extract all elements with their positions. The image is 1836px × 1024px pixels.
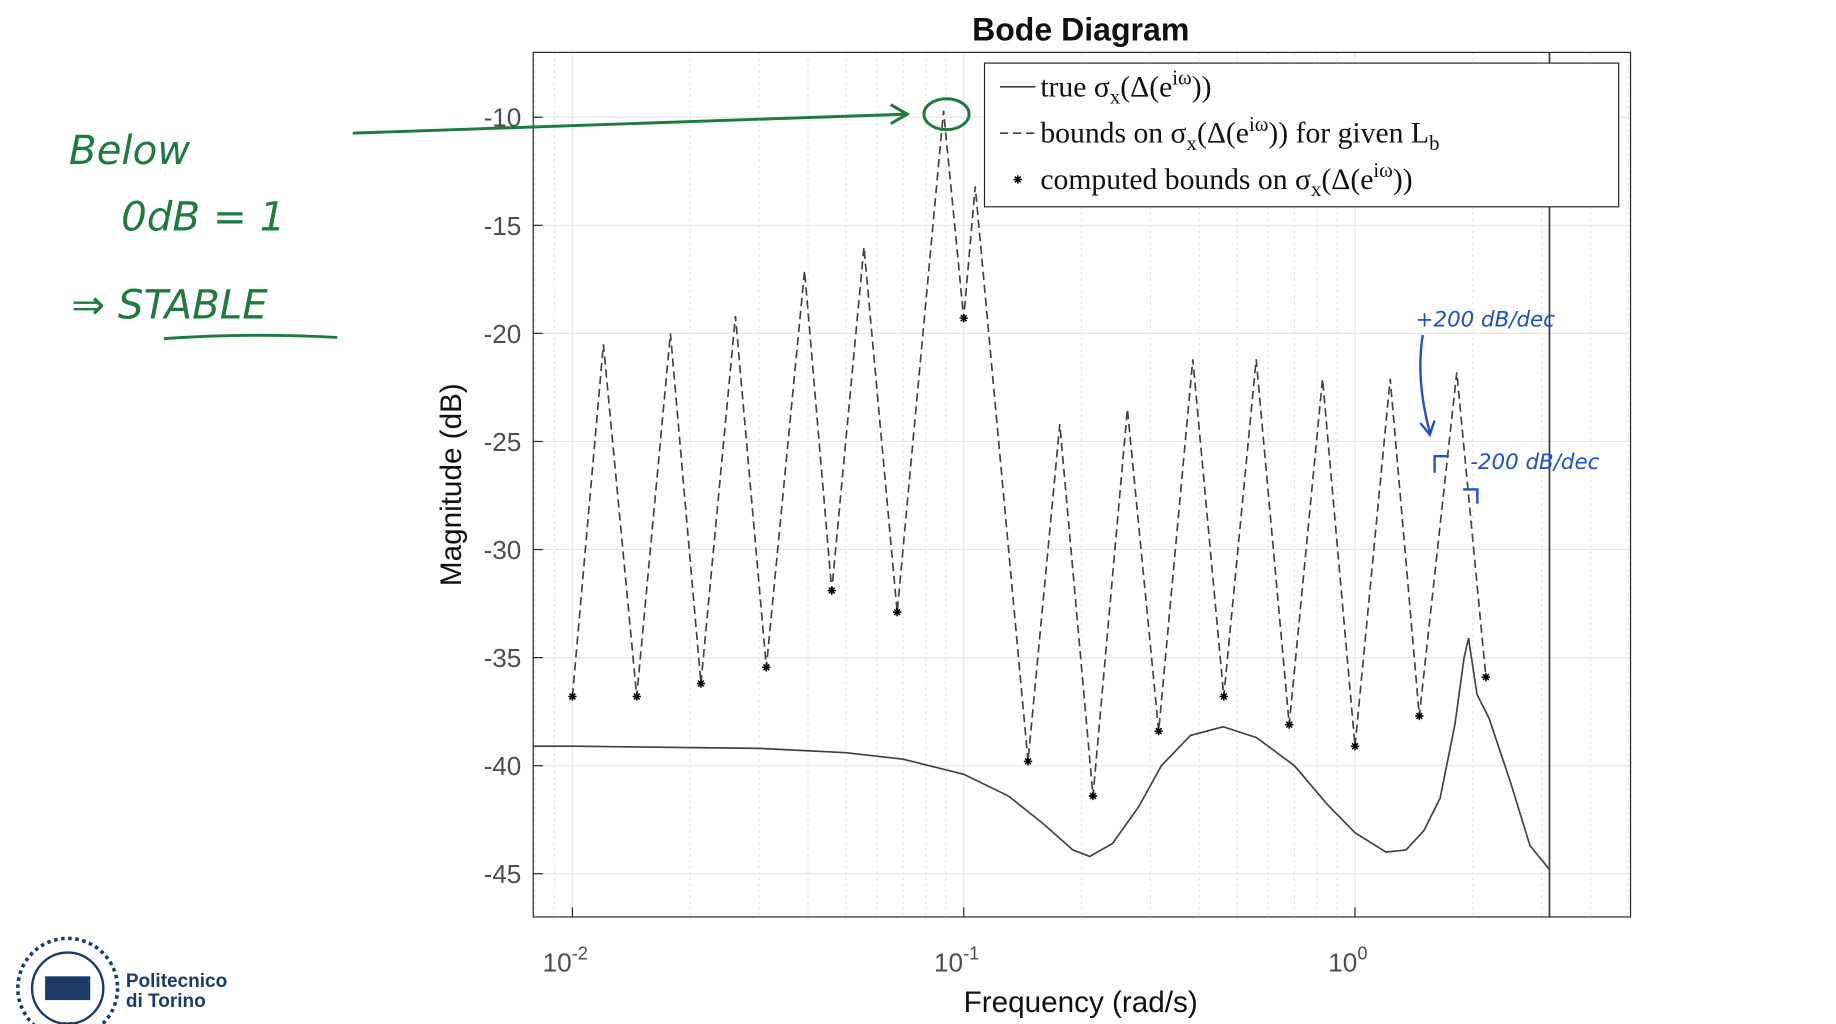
highlight-circle	[922, 97, 971, 132]
arrow	[352, 103, 911, 135]
x-tick-label: 10-2	[543, 943, 588, 978]
annotation: -200 dB/dec	[1470, 450, 1599, 475]
logo-emblem	[16, 936, 120, 1024]
y-axis-label: Magnitude (dB)	[435, 383, 468, 586]
legend-label: computed bounds on σx(Δ(eiω))	[1040, 159, 1412, 201]
annotation: Below	[69, 127, 191, 174]
legend-marker	[1013, 175, 1022, 184]
annotation: +200 dB/dec	[1416, 308, 1556, 333]
annotation: 0dB = 1	[121, 194, 285, 241]
y-tick-label: -30	[484, 535, 522, 565]
series-line	[533, 637, 1551, 870]
marker	[959, 314, 968, 323]
marker	[762, 663, 771, 672]
logo-year: 1859	[57, 1021, 78, 1024]
underline	[163, 333, 338, 341]
logo-text: di Torino	[126, 991, 206, 1012]
legend-label: bounds on σx(Δ(eiω)) for given Lb	[1040, 113, 1439, 155]
legend-label: true σx(Δ(eiω))	[1040, 66, 1211, 108]
marker	[1154, 726, 1163, 736]
marker	[1415, 711, 1424, 721]
y-tick-label: -40	[484, 751, 522, 781]
marker	[696, 679, 706, 688]
marker	[1088, 791, 1098, 801]
legend-box	[983, 62, 1620, 208]
chart-title: Bode Diagram	[972, 12, 1189, 48]
marker	[1285, 720, 1294, 729]
logo-text: Politecnico	[126, 971, 227, 992]
logo: 1859 Politecnico di Torino	[16, 936, 227, 1024]
y-tick-label: -25	[484, 427, 522, 457]
x-tick-label: 10-1	[934, 943, 979, 978]
marker	[1219, 692, 1228, 701]
y-tick-label: -35	[484, 643, 522, 673]
axes-box	[532, 51, 1632, 918]
y-tick-label: -20	[484, 319, 522, 349]
y-tick-label: -45	[484, 859, 522, 889]
annotation: ⇒ STABLE	[71, 281, 268, 328]
x-tick-label: 100	[1328, 943, 1367, 978]
marker	[893, 608, 902, 617]
arrow	[1419, 334, 1479, 504]
series-line	[571, 110, 1487, 797]
marker	[1350, 742, 1360, 751]
marker	[632, 692, 641, 701]
y-tick-label: -15	[484, 211, 522, 241]
marker	[568, 692, 577, 701]
marker	[827, 586, 836, 595]
legend: true σx(Δ(eiω)) bounds on σx(Δ(eiω)) for …	[983, 62, 1620, 208]
x-axis-label: Frequency (rad/s)	[964, 986, 1198, 1019]
logo-emblem	[45, 976, 91, 1001]
marker	[1481, 672, 1491, 682]
marker	[1023, 757, 1033, 766]
